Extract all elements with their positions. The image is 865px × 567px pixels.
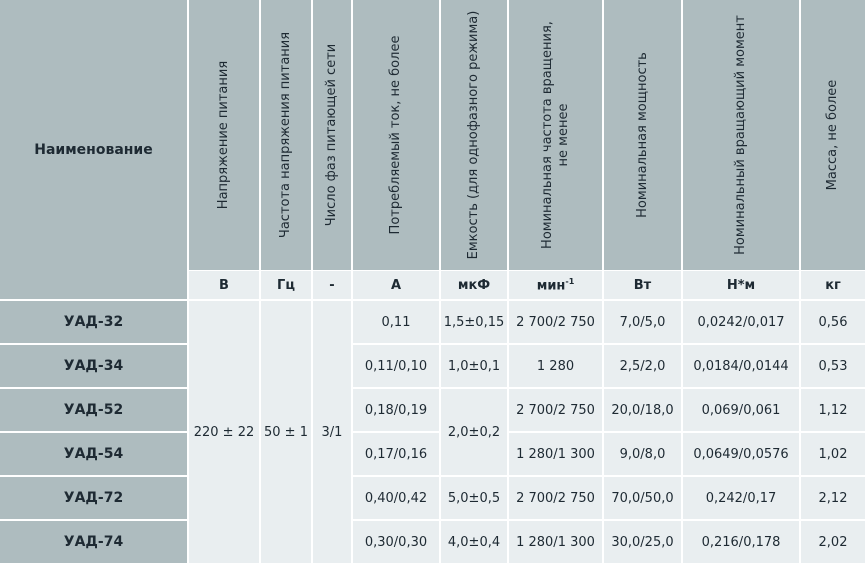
row-name: УАД-74	[0, 519, 189, 563]
cell-current: 0,11	[353, 299, 441, 343]
unit-power: Вт	[604, 270, 683, 299]
cell-speed: 2 700/2 750	[509, 387, 604, 431]
unit-speed-base: мин	[536, 278, 566, 294]
cell-capacitance: 4,0±0,4	[441, 519, 509, 563]
unit-voltage: В	[189, 270, 261, 299]
cell-mass: 2,12	[801, 475, 865, 519]
unit-torque: Н*м	[683, 270, 801, 299]
cell-current: 0,40/0,42	[353, 475, 441, 519]
cell-speed: 1 280/1 300	[509, 431, 604, 475]
cell-speed: 2 700/2 750	[509, 299, 604, 343]
header-capacitance-label: Емкость (для однофазного режима)	[466, 10, 481, 260]
header-name: Наименование	[0, 0, 189, 299]
cell-capacitance: 1,5±0,15	[441, 299, 509, 343]
header-voltage-label: Напряжение питания	[216, 60, 231, 210]
header-power: Номинальная мощность	[604, 0, 683, 270]
header-torque-label: Номинальный вращающий момент	[733, 15, 748, 255]
cell-torque: 0,242/0,17	[683, 475, 801, 519]
cell-current: 0,30/0,30	[353, 519, 441, 563]
header-speed: Номинальная частота вращения, не менее	[509, 0, 604, 270]
cell-power: 7,0/5,0	[604, 299, 683, 343]
cell-current: 0,11/0,10	[353, 343, 441, 387]
cell-mass: 1,02	[801, 431, 865, 475]
table-row: УАД-72 0,40/0,42 5,0±0,5 2 700/2 750 70,…	[0, 475, 865, 519]
shared-capacitance: 2,0±0,2	[441, 387, 509, 475]
header-frequency-label: Частота напряжения питания	[278, 31, 293, 239]
cell-torque: 0,0184/0,0144	[683, 343, 801, 387]
row-name: УАД-34	[0, 343, 189, 387]
unit-phases: -	[313, 270, 353, 299]
unit-frequency: Гц	[261, 270, 313, 299]
table-row: УАД-32 220 ± 22 50 ± 1 3/1 0,11 1,5±0,15…	[0, 299, 865, 563]
cell-power: 70,0/50,0	[604, 475, 683, 519]
row-name: УАД-32	[0, 299, 189, 343]
table-row: УАД-74 0,30/0,30 4,0±0,4 1 280/1 300 30,…	[0, 519, 865, 563]
cell-mass: 1,12	[801, 387, 865, 431]
cell-torque: 0,069/0,061	[683, 387, 801, 431]
header-frequency: Частота напряжения питания	[261, 0, 313, 270]
cell-current: 0,17/0,16	[353, 431, 441, 475]
cell-torque: 0,216/0,178	[683, 519, 801, 563]
header-mass-label: Масса, не более	[825, 79, 840, 191]
unit-speed: мин-1	[509, 270, 604, 299]
table-row: УАД-54 0,17/0,16 1 280/1 300 9,0/8,0 0,0…	[0, 431, 865, 475]
header-phases: Число фаз питающей сети	[313, 0, 353, 270]
header-phases-label: Число фаз питающей сети	[324, 43, 339, 227]
cell-mass: 0,56	[801, 299, 865, 343]
header-torque: Номинальный вращающий момент	[683, 0, 801, 270]
unit-capacitance: мкФ	[441, 270, 509, 299]
cell-power: 2,5/2,0	[604, 343, 683, 387]
cell-speed: 2 700/2 750	[509, 475, 604, 519]
cell-capacitance: 1,0±0,1	[441, 343, 509, 387]
cell-capacitance: 5,0±0,5	[441, 475, 509, 519]
units-row: В Гц - А мкФ мин-1 Вт Н*м кг	[0, 270, 865, 299]
row-name: УАД-52	[0, 387, 189, 431]
cell-speed: 1 280	[509, 343, 604, 387]
table-row: УАД-34 0,11/0,10 1,0±0,1 1 280 2,5/2,0 0…	[0, 343, 865, 387]
header-power-label: Номинальная мощность	[634, 52, 650, 218]
cell-torque: 0,0649/0,0576	[683, 431, 801, 475]
cell-power: 30,0/25,0	[604, 519, 683, 563]
unit-speed-exponent: -1	[565, 276, 575, 286]
header-mass: Масса, не более	[801, 0, 865, 270]
row-name: УАД-72	[0, 475, 189, 519]
cell-mass: 2,02	[801, 519, 865, 563]
header-voltage: Напряжение питания	[189, 0, 261, 270]
unit-current: А	[353, 270, 441, 299]
header-row: Наименование Напряжение питания Частота …	[0, 0, 865, 299]
header-current-label: Потребляемый ток, не более	[388, 35, 403, 235]
shared-voltage: 220 ± 22	[189, 299, 261, 563]
table-row: УАД-52 0,18/0,19 2,0±0,2 2 700/2 750 20,…	[0, 387, 865, 475]
header-speed-label-1: Номинальная частота вращения,	[539, 21, 555, 249]
unit-mass: кг	[801, 270, 865, 299]
row-name: УАД-54	[0, 431, 189, 475]
cell-mass: 0,53	[801, 343, 865, 387]
shared-frequency: 50 ± 1	[261, 299, 313, 563]
cell-torque: 0,0242/0,017	[683, 299, 801, 343]
header-speed-label-2: не менее	[555, 103, 571, 167]
header-capacitance: Емкость (для однофазного режима)	[441, 0, 509, 270]
cell-power: 20,0/18,0	[604, 387, 683, 431]
cell-power: 9,0/8,0	[604, 431, 683, 475]
cell-speed: 1 280/1 300	[509, 519, 604, 563]
cell-current: 0,18/0,19	[353, 387, 441, 431]
shared-phases: 3/1	[313, 299, 353, 563]
header-current: Потребляемый ток, не более	[353, 0, 441, 270]
